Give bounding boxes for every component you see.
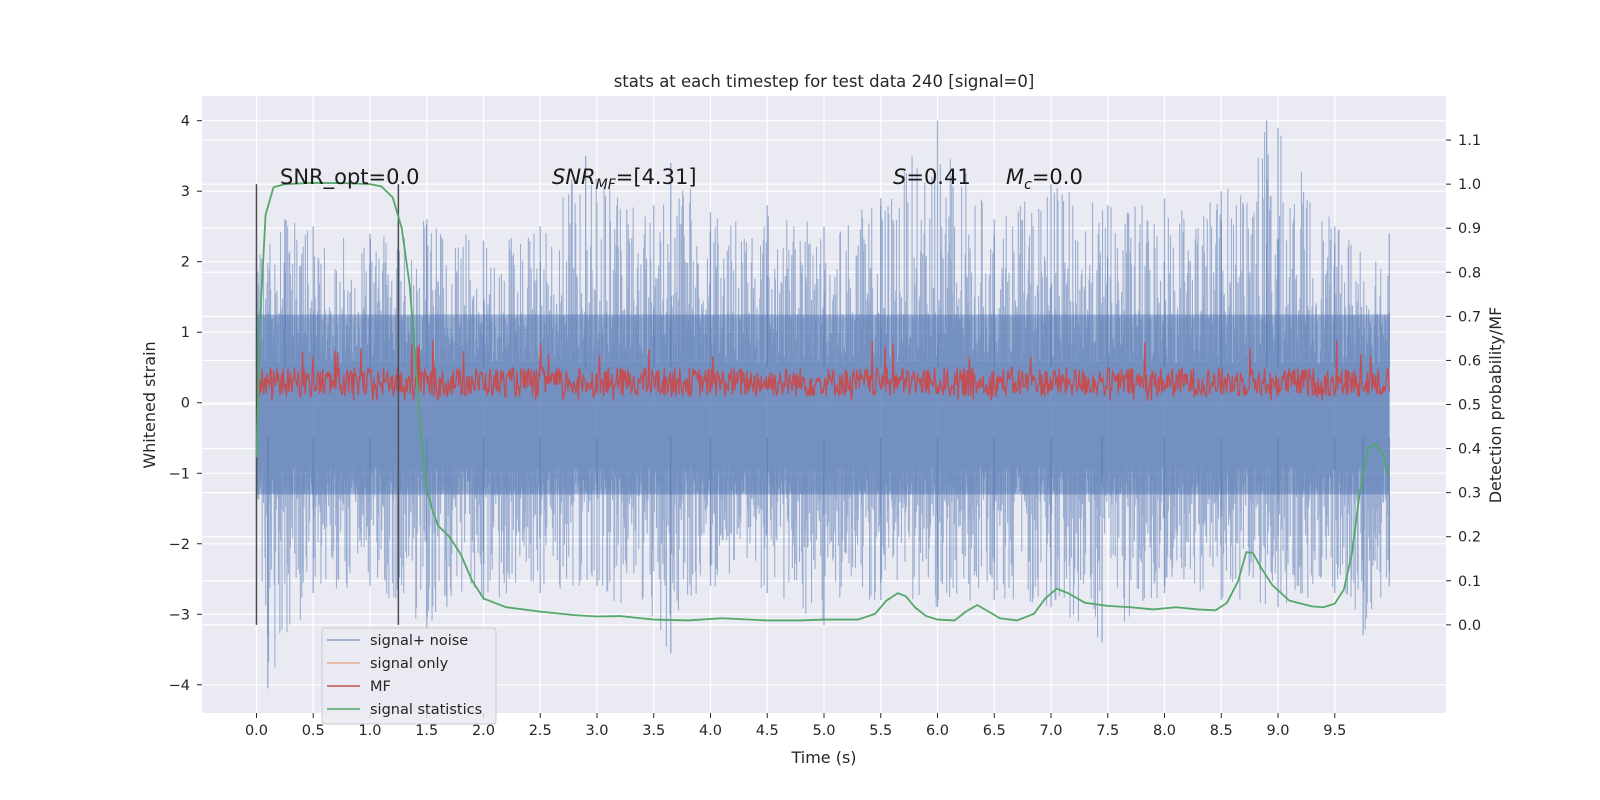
x-tick-label: 2.5: [529, 723, 552, 739]
x-tick-label: 9.0: [1266, 723, 1289, 739]
x-tick-label: 1.5: [415, 723, 438, 739]
signal-noise-series: [255, 120, 1390, 689]
y2-tick-label: 1.0: [1458, 177, 1481, 193]
y-tick-label: 2: [181, 255, 190, 271]
y2-axis-label: Detection probability/MF: [1486, 307, 1505, 504]
y2-axis-ticks: 0.0 0.1 0.2 0.3 0.4 0.5 0.6 0.7 0.8 0.9 1.0 1.1: [1446, 133, 1481, 634]
y-tick-label: 0: [181, 396, 190, 412]
y-tick-label: −3: [169, 607, 190, 623]
y2-tick-label: 0.2: [1458, 530, 1481, 546]
x-tick-label: 8.0: [1153, 723, 1176, 739]
x-axis-label: Time (s): [790, 748, 856, 767]
x-tick-label: 9.5: [1323, 723, 1346, 739]
x-tick-label: 3.5: [642, 723, 665, 739]
legend-label-mf: MF: [370, 679, 391, 695]
legend-box: [321, 627, 497, 725]
x-tick-label: 5.5: [869, 723, 892, 739]
vertical-markers: [255, 184, 400, 625]
y2-tick-label: 0.3: [1458, 486, 1481, 502]
x-tick-label: 5.0: [812, 723, 835, 739]
x-tick-label: 7.5: [1096, 723, 1119, 739]
x-tick-label: 3.0: [585, 723, 608, 739]
chart-title: stats at each timestep for test data 240…: [614, 72, 1035, 91]
signal-statistics-line: [255, 181, 1389, 622]
mf-series: [255, 340, 1390, 401]
legend-label-signal-only: signal only: [370, 656, 449, 672]
y2-tick-label: 1.1: [1458, 133, 1481, 149]
y2-tick-label: 0.5: [1458, 398, 1481, 414]
x-tick-label: 1.0: [358, 723, 381, 739]
y-tick-label: 1: [181, 325, 190, 341]
y-tick-label: −4: [169, 678, 190, 694]
y2-tick-label: 0.7: [1458, 309, 1481, 325]
plot-area: [255, 120, 1390, 689]
x-tick-label: 4.5: [756, 723, 779, 739]
legend-label-signal-statistics: signal statistics: [370, 702, 482, 718]
annotation-mc: Mc=0.0: [1006, 165, 1083, 193]
y2-tick-label: 0.0: [1458, 618, 1481, 634]
x-tick-label: 4.0: [699, 723, 722, 739]
y2-tick-label: 0.9: [1458, 221, 1481, 237]
x-tick-label: 0.5: [302, 723, 325, 739]
annotation-snr-opt: SNR_opt=0.0: [280, 165, 420, 190]
y-tick-label: 3: [181, 184, 190, 200]
y-tick-label: −1: [169, 466, 190, 482]
x-tick-label: 2.0: [472, 723, 495, 739]
y-axis-label: Whitened strain: [140, 341, 159, 468]
y2-tick-label: 0.6: [1458, 353, 1481, 369]
y-tick-label: 4: [181, 114, 190, 130]
x-tick-label: 6.0: [926, 723, 949, 739]
y2-tick-label: 0.4: [1458, 442, 1481, 458]
x-axis-ticks: 0.0 0.5 1.0 1.5 2.0 2.5 3.0 3.5 4.0 4.5 5.0 5.5 6.0 6…: [245, 713, 1346, 739]
legend-label-signal-noise: signal+ noise: [370, 633, 468, 649]
x-tick-label: 0.0: [245, 723, 268, 739]
x-tick-label: 8.5: [1210, 723, 1233, 739]
y-tick-label: −2: [169, 537, 190, 553]
annotation-s: S=0.41: [893, 165, 971, 189]
y2-tick-label: 0.1: [1458, 574, 1481, 590]
x-tick-label: 7.0: [1039, 723, 1062, 739]
x-tick-label: 6.5: [983, 723, 1006, 739]
annotation-snr-mf: SNRMF=[4.31]: [552, 165, 697, 193]
y-axis-ticks: −4 −3 −2 −1 0 1 2 3 4: [169, 114, 202, 694]
mf-line: [255, 340, 1390, 401]
y2-tick-label: 0.8: [1458, 265, 1481, 281]
signal-statistics-series: [255, 181, 1389, 622]
legend: signal+ noise signal only MF signal stat…: [321, 627, 497, 725]
